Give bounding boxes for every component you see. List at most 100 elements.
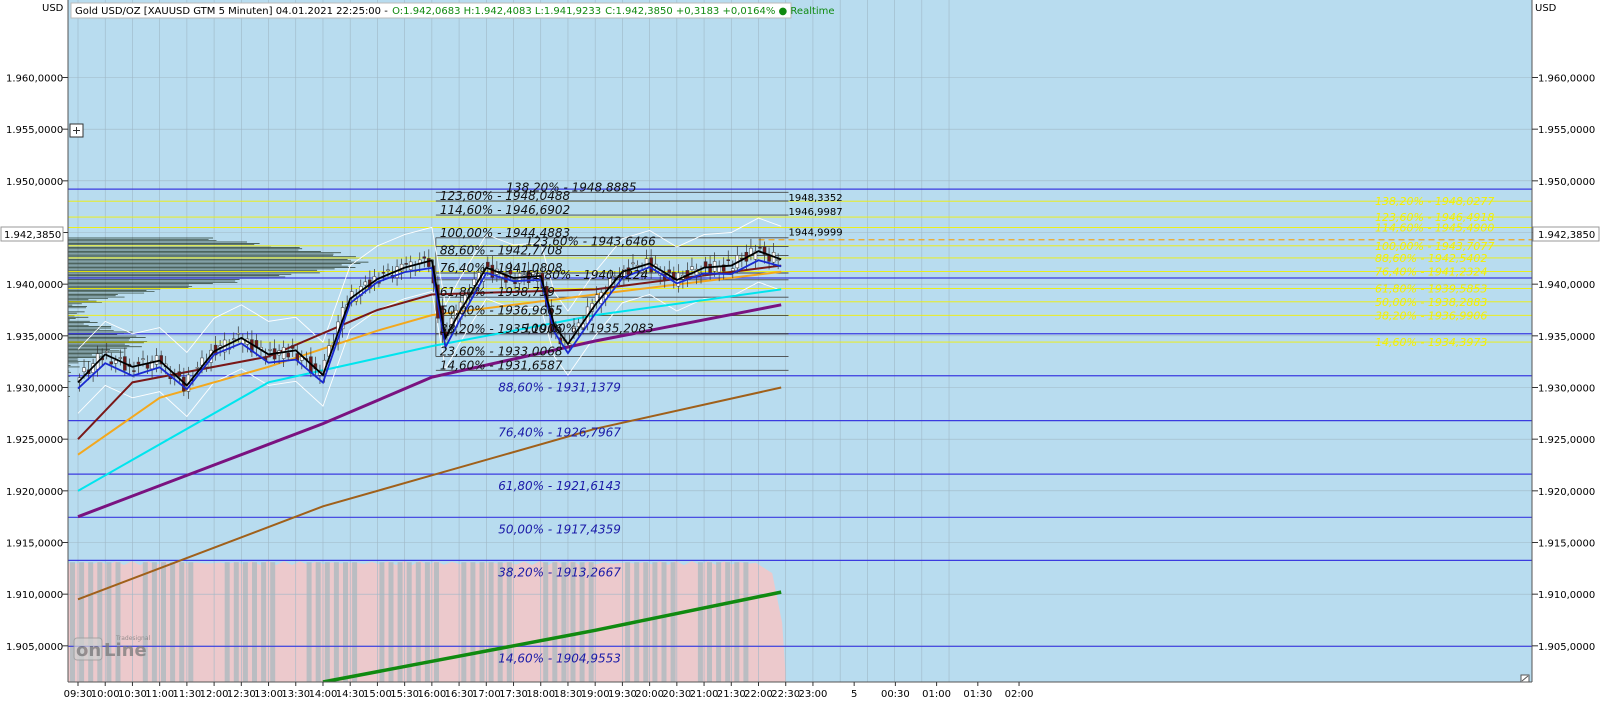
fibonacci-lines bbox=[68, 188, 1532, 647]
x-tick-label: 23:00 bbox=[799, 689, 828, 700]
candle-body bbox=[731, 268, 735, 271]
x-tick-label: 13:00 bbox=[254, 689, 283, 700]
fib-label-dark: 88,60% - 1942,7708 bbox=[440, 244, 563, 258]
candle-body bbox=[114, 360, 118, 364]
y-tick-label-right: 1.915,0000 bbox=[1538, 539, 1595, 550]
candle-body bbox=[758, 247, 762, 249]
x-tick-label: 21:00 bbox=[690, 689, 719, 700]
fib-label-yellow: 38,20% - 1936,9906 bbox=[1375, 309, 1487, 322]
candle-body bbox=[613, 275, 617, 278]
x-tick-label: 22:30 bbox=[771, 689, 800, 700]
candle-body bbox=[109, 361, 114, 365]
y-tick-label-left: 1.920,0000 bbox=[6, 487, 63, 498]
candle-body bbox=[708, 263, 712, 273]
header-instrument: Gold USD/OZ [XAUUSD GTM 5 Minuten] 04.01… bbox=[75, 6, 388, 17]
volume-bar bbox=[470, 562, 476, 682]
x-tick-label: 22:00 bbox=[744, 689, 773, 700]
x-tick-label: 11:00 bbox=[145, 689, 174, 700]
y-tick-label-right: 1.920,0000 bbox=[1538, 487, 1595, 498]
candle-body bbox=[667, 269, 672, 273]
fib-label-blue: 76,40% - 1926,7967 bbox=[498, 426, 621, 440]
candle-body bbox=[427, 258, 431, 267]
fib-label-yellow: 14,60% - 1934,3973 bbox=[1375, 336, 1487, 349]
candle-body bbox=[381, 272, 386, 274]
candle-body bbox=[82, 367, 86, 372]
candle-body bbox=[776, 259, 780, 261]
volume-bar bbox=[161, 562, 166, 682]
candle-body bbox=[290, 345, 295, 349]
volume-bar bbox=[552, 562, 558, 682]
volume-bar bbox=[488, 562, 494, 682]
fib-label-dark: 100,00% - 1944,4883 bbox=[440, 226, 570, 240]
volume-bar bbox=[707, 562, 712, 682]
y-tick-label-left: 1.910,0000 bbox=[6, 590, 63, 601]
plus-square-icon[interactable] bbox=[69, 123, 84, 138]
fib-label-yellow: 76,40% - 1941,2324 bbox=[1375, 265, 1487, 278]
right-axis-panel bbox=[1532, 0, 1601, 682]
fib-label-yellow: 50,00% - 1938,2883 bbox=[1375, 296, 1487, 309]
fib-label-dark: 61,80% - 1938,739 bbox=[440, 285, 555, 299]
fib-label-dark: 138,20% - 1948,8885 bbox=[506, 180, 636, 194]
volume-bar bbox=[406, 562, 412, 682]
x-tick-label: 15:00 bbox=[363, 689, 392, 700]
currency-label-left: USD bbox=[42, 3, 64, 14]
volume-bar bbox=[151, 562, 157, 682]
candle-body bbox=[286, 352, 290, 358]
volume-bar bbox=[106, 562, 112, 682]
x-tick-label: 14:00 bbox=[309, 689, 338, 700]
candle-body bbox=[472, 279, 476, 286]
candle-body bbox=[703, 261, 708, 268]
resize-corner-icon[interactable] bbox=[1520, 674, 1530, 683]
svg-text:1.942,3850: 1.942,3850 bbox=[1538, 230, 1595, 241]
fib-label-dark: 38,20% - 1935,1906 bbox=[440, 322, 563, 336]
left-axis-panel bbox=[0, 0, 68, 682]
moving-average-line bbox=[77, 303, 782, 519]
moving-average-line bbox=[322, 590, 782, 684]
y-tick-label-left: 1.925,0000 bbox=[6, 435, 63, 446]
fibonacci-labels: 88,60% - 1931,1379 76,40% - 1926,7967 61,8… bbox=[440, 180, 1495, 665]
volume-bar bbox=[179, 562, 185, 682]
candle-body bbox=[486, 261, 490, 268]
volume-bar bbox=[652, 562, 658, 682]
volume-bar bbox=[88, 562, 94, 682]
x-tick-label: 11:30 bbox=[172, 689, 201, 700]
y-tick-label-right: 1.930,0000 bbox=[1538, 384, 1595, 395]
fib-label-yellow: 138,20% - 1948,0277 bbox=[1375, 195, 1494, 208]
x-tick-label: 17:30 bbox=[499, 689, 528, 700]
x-tick-label: 21:30 bbox=[717, 689, 746, 700]
candle-body bbox=[118, 357, 123, 359]
y-tick-label-left: 1.930,0000 bbox=[6, 384, 63, 395]
price-marks: 1948,3352 1946,9987 1944,9999 bbox=[789, 193, 843, 238]
volume-bar bbox=[415, 562, 421, 682]
y-tick-label-left: 1.960,0000 bbox=[6, 74, 63, 85]
candle-body bbox=[404, 263, 408, 265]
volume-bar bbox=[497, 562, 503, 682]
fib-label-dark: 114,60% - 1946,6902 bbox=[440, 203, 570, 217]
header-ohlc: O:1.942,0683 H:1.942,4083 L:1.941,9233 bbox=[392, 6, 601, 17]
candle-body bbox=[136, 361, 141, 365]
y-tick-label-left: 1.940,0000 bbox=[6, 280, 63, 291]
y-tick-label-right: 1.910,0000 bbox=[1538, 590, 1595, 601]
candle-body bbox=[104, 351, 109, 353]
x-tick-label: 10:00 bbox=[91, 689, 120, 700]
x-tick-label: 15:30 bbox=[390, 689, 419, 700]
current-price-marker-right: 1.942,3850 bbox=[1532, 226, 1600, 242]
fast-ema-black bbox=[77, 250, 782, 387]
fib-label-blue: 14,60% - 1904,9553 bbox=[498, 651, 621, 665]
currency-label-right: USD bbox=[1535, 3, 1557, 14]
x-tick-label: 17:00 bbox=[472, 689, 501, 700]
volume-bar bbox=[388, 562, 394, 682]
volume-bar bbox=[252, 562, 257, 682]
bollinger-lower bbox=[77, 281, 782, 418]
volume-bar bbox=[725, 562, 731, 682]
volume-bars bbox=[70, 562, 749, 682]
moving-average-line bbox=[77, 386, 782, 601]
candle-body bbox=[195, 367, 200, 369]
candle-body bbox=[513, 281, 517, 285]
x-tick-label: 16:30 bbox=[445, 689, 474, 700]
volume-bar bbox=[716, 562, 722, 682]
x-tick-label: 18:00 bbox=[526, 689, 555, 700]
fib-label-dark: 123,60% - 1943,6466 bbox=[526, 234, 657, 248]
svg-text:Line: Line bbox=[104, 640, 147, 661]
